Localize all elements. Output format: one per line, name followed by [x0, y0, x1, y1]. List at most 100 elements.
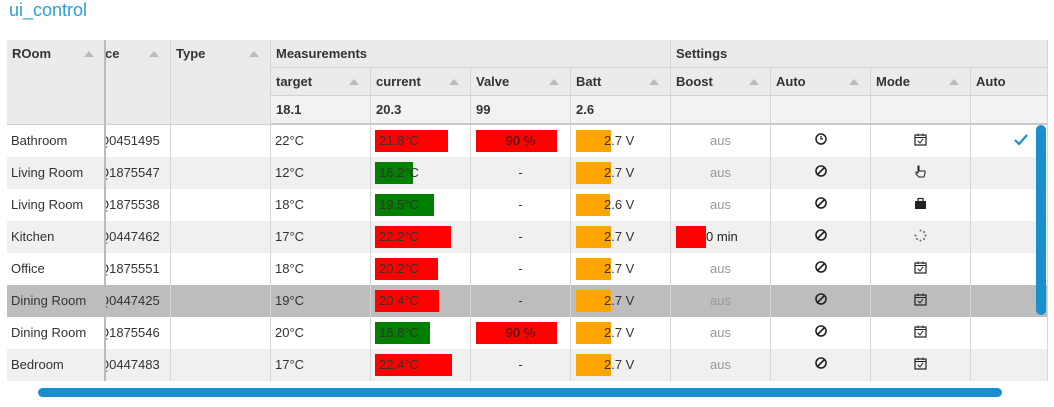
header-cell: target — [271, 68, 371, 96]
battery-bar — [576, 290, 612, 312]
sort-arrow[interactable] — [749, 79, 759, 85]
sort-arrow[interactable] — [84, 51, 94, 57]
sort-arrow[interactable] — [349, 79, 359, 85]
row-cell — [971, 349, 1048, 381]
summary-cell: 18.1 — [271, 96, 371, 125]
cell-text: 18.8°C — [379, 325, 419, 340]
row-cell: 17°C — [271, 221, 371, 253]
row-cell: 2.7 V — [571, 157, 671, 189]
cell-text: - — [518, 229, 523, 244]
calendar-icon[interactable] — [914, 133, 927, 146]
calendar-icon[interactable] — [914, 325, 927, 338]
summary-cell — [671, 96, 771, 125]
cell-text: target — [276, 74, 313, 89]
cell-text: 90 % — [505, 133, 536, 148]
cell-text: Living Room — [11, 165, 84, 180]
row-cell: Q1875538 — [106, 189, 171, 221]
sort-arrow[interactable] — [149, 51, 159, 57]
cell-text: 17°C — [275, 229, 305, 244]
row-cell: 2.7 V — [571, 221, 671, 253]
cell-text: Dining Room — [11, 293, 87, 308]
sort-arrow[interactable] — [549, 79, 559, 85]
row-cell: Living Room — [7, 189, 106, 221]
battery-bar — [576, 194, 610, 216]
valve-bar — [476, 322, 557, 344]
sort-arrow[interactable] — [649, 79, 659, 85]
row-cell: Dining Room — [7, 285, 106, 317]
sort-arrow[interactable] — [249, 51, 259, 57]
current-bar — [375, 130, 449, 152]
calendar-icon[interactable] — [914, 293, 927, 306]
cell-text: 2.7 V — [604, 325, 635, 340]
row-cell: 12°C — [271, 157, 371, 189]
cell-text: - — [518, 293, 523, 308]
header-cell: Type — [171, 40, 271, 125]
row-cell: Q1875546 — [106, 317, 171, 349]
ban-icon[interactable] — [815, 197, 828, 210]
vertical-scrollbar[interactable] — [1036, 125, 1046, 315]
row-cell — [971, 189, 1048, 221]
hand-icon[interactable] — [914, 165, 927, 178]
cell-text: 99 — [476, 102, 491, 117]
cell-text: 17°C — [275, 357, 305, 372]
row-cell: Q0447483 — [106, 349, 171, 381]
current-bar — [375, 162, 414, 184]
header-cell: Settings — [671, 40, 1048, 68]
ban-icon[interactable] — [815, 229, 828, 242]
cell-text: 18°C — [275, 261, 305, 276]
ban-icon[interactable] — [815, 293, 828, 306]
row-cell — [771, 285, 871, 317]
clock-icon[interactable] — [815, 133, 828, 146]
cell-text: 90 % — [505, 325, 536, 340]
summary-cell: 20.3 — [371, 96, 471, 125]
cell-text: 2.7 V — [604, 293, 635, 308]
sort-arrow[interactable] — [849, 79, 859, 85]
row-cell: - — [471, 285, 571, 317]
row-cell — [171, 349, 271, 381]
row-cell: aus — [671, 189, 771, 221]
row-cell — [171, 285, 271, 317]
briefcase-icon[interactable] — [914, 197, 927, 210]
cell-text: Q1875547 — [106, 165, 160, 180]
ban-icon[interactable] — [815, 261, 828, 274]
row-cell: 19°C — [271, 285, 371, 317]
cell-text: aus — [710, 133, 731, 148]
calendar-icon[interactable] — [914, 261, 927, 274]
cell-text: Mode — [876, 74, 910, 89]
row-cell: aus — [671, 349, 771, 381]
row-cell — [171, 253, 271, 285]
row-cell: 19.5°C — [371, 189, 471, 221]
cell-text: - — [518, 165, 523, 180]
summary-cell: 2.6 — [571, 96, 671, 125]
calendar-icon[interactable] — [914, 357, 927, 370]
row-cell: 22.2°C — [371, 221, 471, 253]
row-cell — [771, 189, 871, 221]
row-cell — [871, 157, 971, 189]
row-cell: 22°C — [271, 125, 371, 157]
check-icon — [1014, 134, 1028, 146]
cell-text: Kitchen — [11, 229, 55, 244]
horizontal-scrollbar[interactable] — [38, 388, 1002, 397]
row-cell — [871, 125, 971, 157]
row-cell: Q0447462 — [106, 221, 171, 253]
spinner-icon[interactable] — [914, 229, 927, 242]
row-cell: 0 min — [671, 221, 771, 253]
ban-icon[interactable] — [815, 357, 828, 370]
sort-arrow[interactable] — [449, 79, 459, 85]
cell-text: 18.1 — [276, 102, 302, 117]
cell-text: 2.7 V — [604, 133, 635, 148]
cell-text: 21.8°C — [379, 133, 419, 148]
cell-text: 12°C — [275, 165, 305, 180]
ban-icon[interactable] — [815, 165, 828, 178]
row-cell — [771, 125, 871, 157]
ban-icon[interactable] — [815, 325, 828, 338]
cell-text: Q1875551 — [106, 261, 160, 276]
sort-arrow[interactable] — [949, 79, 959, 85]
header-cell: Measurements — [271, 40, 671, 68]
cell-text: Bedroom — [11, 357, 64, 372]
cell-text: current — [376, 74, 421, 89]
row-cell: Kitchen — [7, 221, 106, 253]
row-cell: 2.6 V — [571, 189, 671, 221]
row-cell: Q1875547 — [106, 157, 171, 189]
